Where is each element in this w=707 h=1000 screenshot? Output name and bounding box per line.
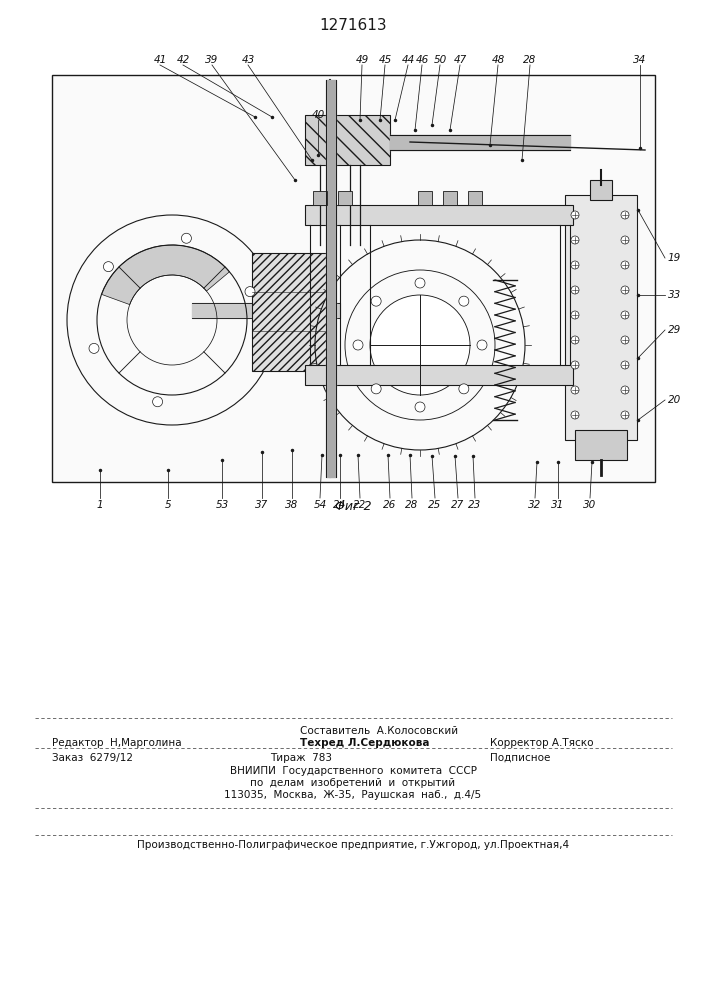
Text: 5: 5 [165,500,171,510]
Bar [313,191,327,205]
Circle shape [621,411,629,419]
Wedge shape [102,245,230,305]
Bar [52,75,655,482]
Text: 47: 47 [453,55,467,65]
Bar [565,195,637,440]
Circle shape [371,384,381,394]
Text: 42: 42 [176,55,189,65]
Text: 28: 28 [523,55,537,65]
Text: 1271613: 1271613 [319,18,387,33]
Circle shape [459,296,469,306]
Circle shape [103,262,113,272]
Circle shape [245,287,255,297]
Circle shape [353,340,363,350]
Bar [305,365,573,385]
Text: 53: 53 [216,500,228,510]
Circle shape [621,361,629,369]
Circle shape [621,236,629,244]
Circle shape [370,295,470,395]
Circle shape [571,361,579,369]
Text: Редактор  Н,Марголина: Редактор Н,Марголина [52,738,182,748]
Circle shape [415,278,425,288]
Text: 28: 28 [405,500,419,510]
Bar [252,253,330,371]
Text: 31: 31 [551,500,565,510]
Bar [468,191,482,205]
Text: 37: 37 [255,500,269,510]
Text: 20: 20 [668,395,682,405]
Circle shape [153,397,163,407]
Text: Φиг 2: Φиг 2 [334,500,371,513]
Text: ВНИИПИ  Государственного  комитета  СССР: ВНИИПИ Государственного комитета СССР [230,766,477,776]
Text: Подписное: Подписное [490,753,550,763]
Circle shape [621,286,629,294]
Circle shape [621,211,629,219]
Text: 34: 34 [633,55,647,65]
Text: 19: 19 [668,253,682,263]
Text: 46: 46 [416,55,428,65]
Circle shape [571,336,579,344]
Text: 45: 45 [378,55,392,65]
Circle shape [89,343,99,353]
Circle shape [571,311,579,319]
Circle shape [621,261,629,269]
Text: 23: 23 [468,500,481,510]
Bar [443,191,457,205]
Text: 50: 50 [433,55,447,65]
Text: 30: 30 [583,500,597,510]
Text: 40: 40 [311,110,325,120]
Bar [575,430,627,460]
Circle shape [571,286,579,294]
Bar [305,115,390,165]
Text: 39: 39 [205,55,218,65]
Text: Составитель  А.Колосовский: Составитель А.Колосовский [300,726,458,736]
Circle shape [571,261,579,269]
Text: Производственно-Полиграфическое предприятие, г.Ужгород, ул.Проектная,4: Производственно-Полиграфическое предприя… [137,840,569,850]
Text: 54: 54 [313,500,327,510]
Text: 22: 22 [354,500,367,510]
Text: Техред Л.Сердюкова: Техред Л.Сердюкова [300,738,429,748]
Text: 38: 38 [286,500,298,510]
Text: 32: 32 [528,500,542,510]
Text: 25: 25 [428,500,442,510]
Bar [305,205,573,225]
Circle shape [477,340,487,350]
Bar [590,180,612,200]
Bar [418,191,432,205]
Text: 26: 26 [383,500,397,510]
Circle shape [621,336,629,344]
Circle shape [571,211,579,219]
Circle shape [571,386,579,394]
Text: 43: 43 [241,55,255,65]
Circle shape [571,236,579,244]
Circle shape [459,384,469,394]
Text: 24: 24 [334,500,346,510]
Text: 49: 49 [356,55,368,65]
Text: Заказ  6279/12: Заказ 6279/12 [52,753,133,763]
Text: 1: 1 [97,500,103,510]
Circle shape [621,386,629,394]
Circle shape [571,411,579,419]
Circle shape [621,311,629,319]
Circle shape [415,402,425,412]
Text: 113035,  Москва,  Ж-35,  Раушская  наб.,  д.4/5: 113035, Москва, Ж-35, Раушская наб., д.4… [224,790,481,800]
Text: 41: 41 [153,55,167,65]
Circle shape [182,233,192,243]
Text: по  делам  изобретений  и  открытий: по делам изобретений и открытий [250,778,455,788]
Text: Корректор А.Тяско: Корректор А.Тяско [490,738,593,748]
Text: 29: 29 [668,325,682,335]
Text: 33: 33 [668,290,682,300]
Bar [338,191,352,205]
Text: Тираж  783: Тираж 783 [270,753,332,763]
Text: 44: 44 [402,55,414,65]
Circle shape [371,296,381,306]
Text: 48: 48 [491,55,505,65]
Text: 27: 27 [451,500,464,510]
